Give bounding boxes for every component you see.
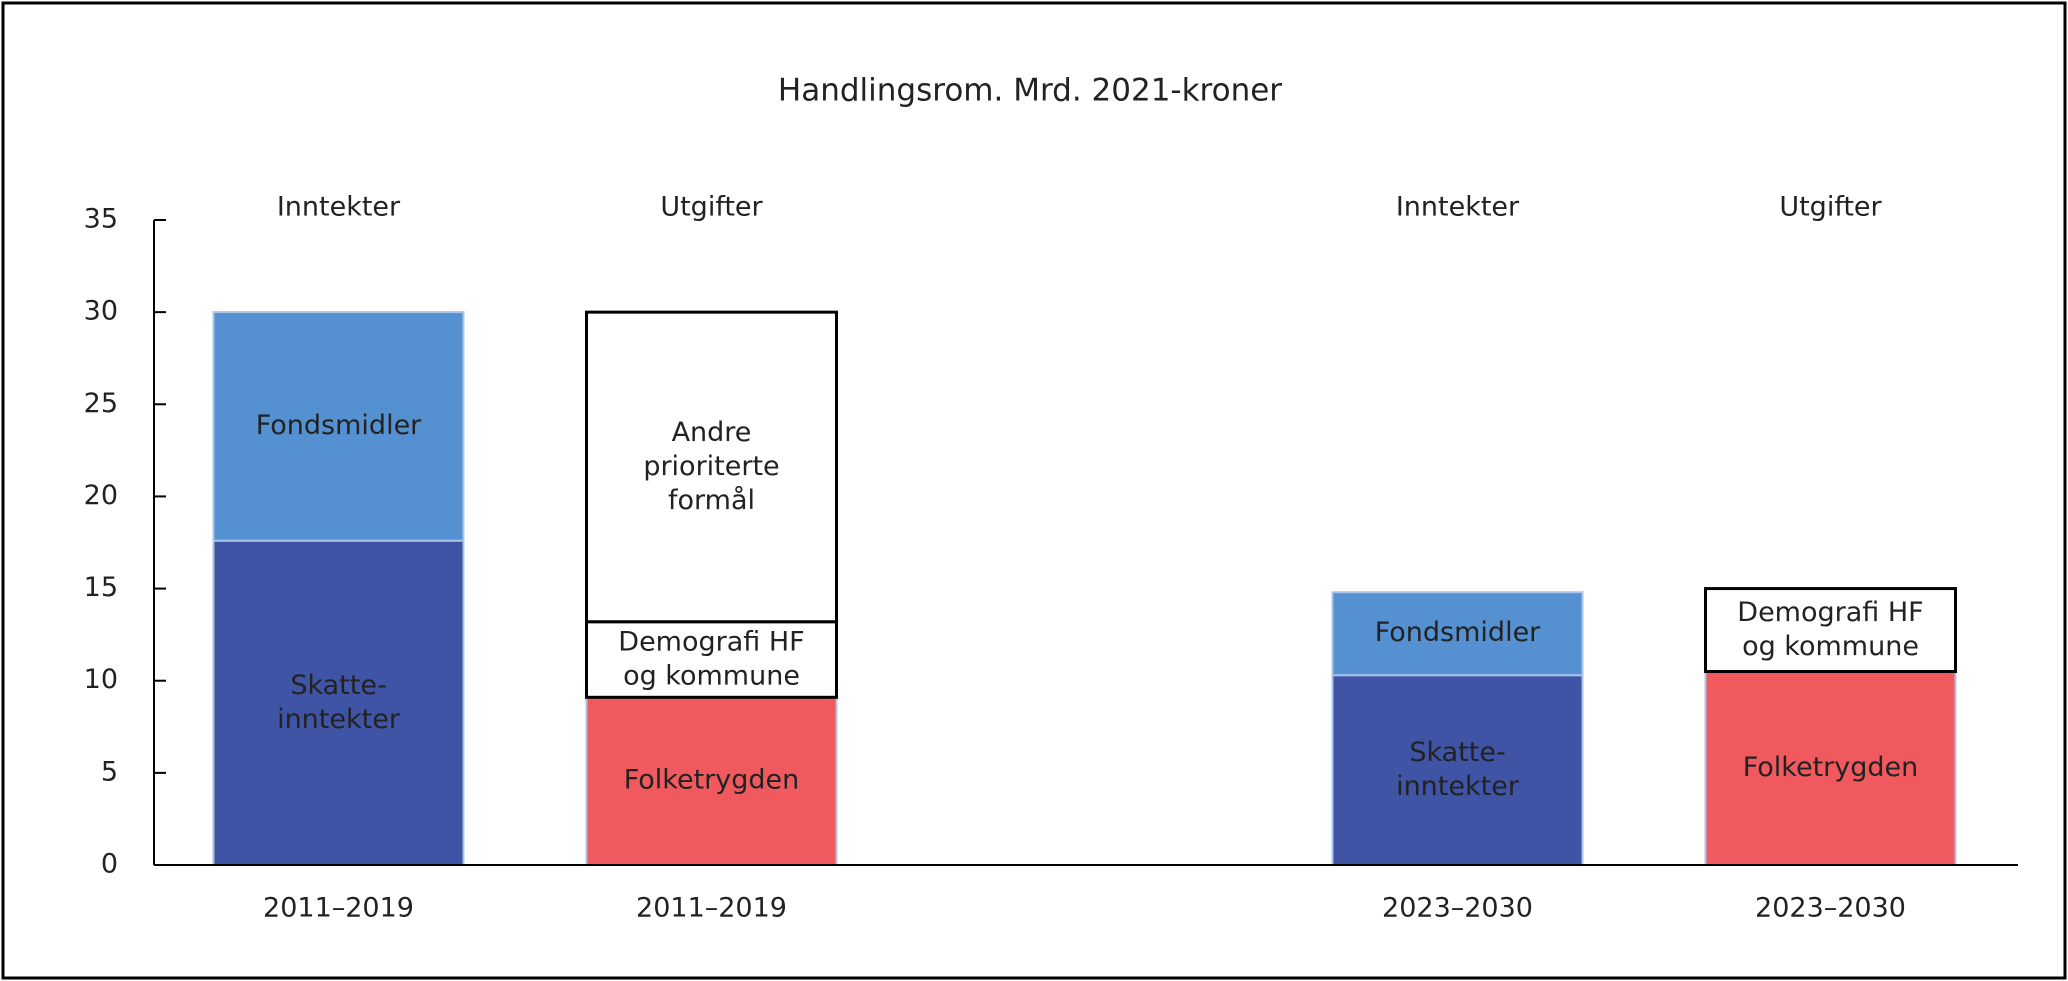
bar-header: Inntekter (277, 192, 401, 223)
y-tick-label: 25 (84, 388, 118, 419)
x-tick-label: 2023–2030 (1755, 893, 1906, 924)
bar-segment (585, 310, 838, 624)
bar-segment (1331, 591, 1584, 677)
y-tick-label: 30 (84, 296, 118, 327)
segment-label: Fondsmidler (256, 410, 422, 441)
x-tick-label: 2011–2019 (636, 893, 787, 924)
segment-label: Skatte-inntekter (1396, 737, 1520, 802)
y-tick-label: 35 (84, 204, 118, 235)
y-tick-label: 15 (84, 572, 118, 603)
bar-header: Utgifter (1779, 192, 1882, 223)
bar-segment (585, 620, 838, 699)
y-tick-label: 10 (84, 664, 118, 695)
segment-label: Demografi HF og kommune (1737, 597, 1923, 662)
bar-segment (1704, 587, 1957, 673)
y-tick-label: 20 (84, 480, 118, 511)
bar-header: Utgifter (660, 192, 763, 223)
segment-label: Folketrygden (1743, 752, 1919, 783)
segment-label: Folketrygden (624, 765, 800, 796)
x-tick-label: 2023–2030 (1382, 893, 1533, 924)
x-tick-label: 2011–2019 (263, 893, 414, 924)
segment-label: Skatte-inntekter (277, 669, 401, 734)
bar-segment (212, 311, 465, 542)
segment-label: Andre prioriterte formål (643, 416, 779, 515)
segment-label: Demografi HF og kommune (618, 626, 804, 691)
bar-segment (585, 696, 838, 866)
y-tick-label: 0 (101, 849, 118, 880)
chart-title: Handlingsrom. Mrd. 2021-kroner (778, 73, 1282, 109)
bar-header: Inntekter (1396, 192, 1520, 223)
segment-label: Fondsmidler (1375, 617, 1541, 648)
y-tick-label: 5 (101, 756, 118, 787)
